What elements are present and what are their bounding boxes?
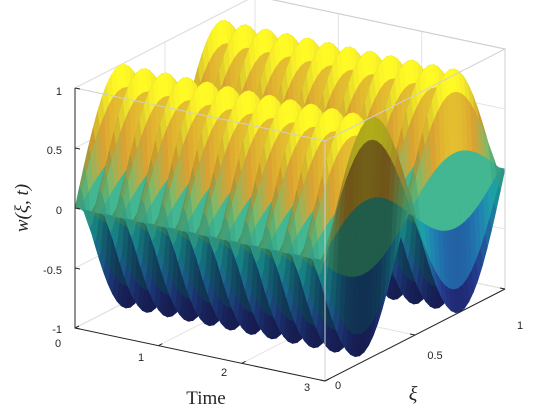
time-tick — [74, 325, 80, 329]
time-tick — [241, 360, 246, 364]
time-tick — [324, 378, 330, 382]
z-tick — [74, 147, 81, 150]
y-tick-label: 0.5 — [427, 350, 442, 362]
xi-tick — [409, 333, 416, 336]
x-tick-label: 3 — [304, 382, 310, 394]
z-tick — [74, 267, 81, 270]
surface-mesh — [74, 19, 506, 358]
x-tick-label: 0 — [55, 338, 61, 350]
z-tick — [74, 327, 81, 330]
xi-tick — [319, 379, 326, 382]
y-tick-label: 0 — [335, 380, 341, 392]
z-axis: -1 -0.5 0 0.5 1 w(ξ, t) — [12, 86, 62, 336]
xi-tick — [499, 287, 506, 290]
z-tick-label: 0 — [56, 205, 62, 217]
z-tick-label: -0.5 — [43, 265, 62, 277]
front-box — [74, 0, 507, 382]
z-tick — [74, 207, 81, 210]
z-axis-label: w(ξ, t) — [12, 184, 33, 232]
x-axis-label: Time — [186, 388, 225, 409]
x-tick-label: 2 — [221, 367, 227, 379]
y-tick-label: 1 — [517, 320, 523, 332]
z-tick-label: -1 — [52, 324, 62, 336]
z-tick-label: 1 — [56, 86, 62, 98]
z-tick — [74, 87, 81, 90]
z-tick-label: 0.5 — [47, 145, 62, 157]
top-frame — [74, 0, 507, 142]
x-tick-label: 1 — [138, 352, 144, 364]
y-axis-label: ξ — [409, 383, 418, 405]
x-axis: 0 1 2 3 Time — [55, 338, 310, 409]
y-axis: 0 0.5 1 ξ — [335, 320, 523, 405]
time-tick — [158, 343, 163, 347]
